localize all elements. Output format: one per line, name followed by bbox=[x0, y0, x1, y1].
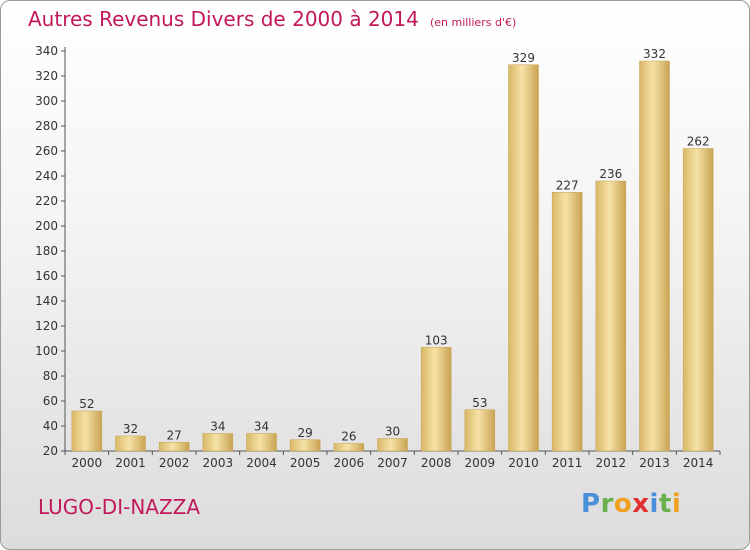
x-tick-label: 2010 bbox=[508, 456, 539, 470]
logo-letter: r bbox=[600, 489, 614, 519]
y-tick-label: 160 bbox=[35, 269, 58, 283]
x-tick-label: 2011 bbox=[552, 456, 583, 470]
data-label: 34 bbox=[254, 420, 269, 434]
y-tick-label: 240 bbox=[35, 169, 58, 183]
x-tick-label: 2006 bbox=[334, 456, 365, 470]
bar bbox=[464, 409, 496, 452]
data-label: 52 bbox=[79, 397, 94, 411]
bar bbox=[246, 433, 277, 452]
y-tick-label: 280 bbox=[35, 119, 58, 133]
data-label: 30 bbox=[385, 425, 400, 439]
x-tick-label: 2014 bbox=[683, 456, 714, 470]
bar bbox=[595, 180, 627, 452]
logo-letter: t bbox=[658, 489, 672, 519]
title-text: Autres Revenus Divers de 2000 à 2014 bbox=[28, 7, 419, 31]
y-tick-label: 220 bbox=[35, 194, 58, 208]
bar bbox=[551, 192, 583, 452]
data-label: 53 bbox=[472, 396, 487, 410]
y-tick-label: 200 bbox=[35, 219, 58, 233]
logo-letter: x bbox=[632, 489, 650, 519]
x-tick-label: 2004 bbox=[246, 456, 277, 470]
y-tick-label: 300 bbox=[35, 94, 58, 108]
y-tick-label: 340 bbox=[35, 44, 58, 58]
logo-letter: i bbox=[671, 489, 682, 519]
y-tick-label: 180 bbox=[35, 244, 58, 258]
y-tick-label: 320 bbox=[35, 69, 58, 83]
y-tick-label: 100 bbox=[35, 344, 58, 358]
x-tick-label: 2007 bbox=[377, 456, 408, 470]
bar bbox=[333, 443, 365, 452]
data-label: 332 bbox=[643, 47, 666, 61]
y-tick-label: 120 bbox=[35, 319, 58, 333]
bar bbox=[202, 433, 234, 452]
data-label: 262 bbox=[687, 135, 710, 149]
x-tick-label: 2009 bbox=[465, 456, 496, 470]
bar bbox=[158, 442, 190, 452]
data-label: 34 bbox=[210, 420, 225, 434]
data-label: 27 bbox=[167, 428, 182, 442]
data-label: 103 bbox=[425, 333, 448, 347]
bar bbox=[682, 148, 714, 452]
unit-text: (en milliers d'€) bbox=[429, 16, 517, 29]
logo-letter: i bbox=[649, 489, 659, 519]
data-label: 26 bbox=[341, 430, 356, 444]
logo-letter: P bbox=[581, 489, 601, 519]
y-tick-label: 140 bbox=[35, 294, 58, 308]
x-tick-label: 2005 bbox=[290, 456, 321, 470]
value-labels: 52 32 27 34 34 29 26 30 103 53 329 227 236 332 262 bbox=[79, 47, 709, 444]
x-tick-label: 2002 bbox=[159, 456, 190, 470]
x-tick-label: 2012 bbox=[596, 456, 627, 470]
x-tick-label: 2001 bbox=[115, 456, 146, 470]
y-tick-label: 20 bbox=[43, 444, 58, 458]
x-tick-label: 2013 bbox=[639, 456, 670, 470]
x-tick-label: 2000 bbox=[72, 456, 103, 470]
y-axis: 20 40 60 80 100 120 140 160 180 200 220 240 260 280 30… bbox=[35, 44, 66, 458]
bar bbox=[508, 64, 539, 452]
x-axis: 2000 2001 2002 2003 2004 2005 2006 2007 2008 2009… bbox=[64, 450, 721, 470]
bar bbox=[639, 60, 670, 452]
x-tick-label: 2008 bbox=[421, 456, 452, 470]
data-label: 29 bbox=[298, 426, 313, 440]
bar bbox=[115, 435, 146, 452]
y-tick-label: 260 bbox=[35, 144, 58, 158]
y-tick-label: 40 bbox=[43, 419, 58, 433]
bars bbox=[71, 60, 714, 452]
logo-letter: o bbox=[613, 489, 633, 519]
y-tick-label: 80 bbox=[43, 369, 58, 383]
data-label: 236 bbox=[599, 167, 622, 181]
bar bbox=[420, 347, 452, 452]
data-label: 329 bbox=[512, 51, 535, 65]
proxiti-logo: Proxiti bbox=[581, 489, 681, 519]
data-label: 227 bbox=[556, 178, 579, 192]
chart-title: Autres Revenus Divers de 2000 à 2014 (en… bbox=[28, 7, 516, 31]
commune-name: LUGO-DI-NAZZA bbox=[38, 495, 201, 519]
data-label: 32 bbox=[123, 422, 138, 436]
bar bbox=[289, 439, 321, 452]
bar bbox=[377, 438, 408, 452]
bar bbox=[71, 410, 103, 452]
x-tick-label: 2003 bbox=[203, 456, 234, 470]
y-tick-label: 60 bbox=[43, 394, 58, 408]
